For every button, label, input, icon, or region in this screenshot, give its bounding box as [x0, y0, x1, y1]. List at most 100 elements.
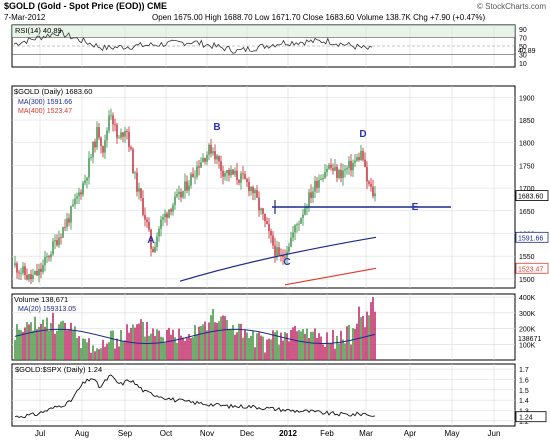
- price-bar-body: [300, 217, 302, 224]
- price-bar-body: [244, 174, 246, 179]
- volume-panel: Volume 138,671 MA(20) 159313.05 400K 300K…: [11, 293, 541, 361]
- price-bar-body: [106, 130, 108, 141]
- price-bar-body: [122, 132, 124, 137]
- price-bar-body: [18, 272, 20, 274]
- price-bar-body: [332, 168, 334, 171]
- price-bar-body: [334, 166, 336, 171]
- x-axis-label: 2012: [279, 429, 297, 438]
- price-bar-body: [284, 256, 286, 258]
- price-bar-body: [320, 178, 322, 180]
- price-bar-body: [74, 198, 76, 205]
- volume-bar: [370, 302, 372, 360]
- price-bar-body: [118, 137, 120, 139]
- volume-bar: [260, 335, 262, 360]
- price-bar-body: [372, 186, 374, 197]
- volume-bar: [340, 330, 342, 360]
- volume-bar: [338, 343, 340, 360]
- ma300-value: 1591.66: [518, 235, 543, 242]
- volume-bar: [246, 332, 248, 360]
- volume-bar: [248, 338, 250, 360]
- price-bar-body: [170, 209, 172, 212]
- chart-date: 7-Mar-2012: [4, 13, 46, 22]
- price-bar-body: [140, 188, 142, 199]
- x-axis-label: Aug: [75, 429, 89, 438]
- volume-bar: [178, 328, 180, 360]
- volume-bar: [174, 337, 176, 360]
- ratio-tick-label: 1.4: [519, 398, 529, 405]
- volume-bar: [336, 335, 338, 360]
- point-label-a: A: [147, 235, 154, 246]
- volume-bar: [356, 323, 358, 360]
- price-bar-body: [76, 196, 78, 199]
- volume-bar: [46, 317, 48, 360]
- volume-bar: [162, 337, 164, 360]
- price-bar-body: [32, 274, 34, 280]
- price-bar-body: [198, 166, 200, 168]
- price-bar-body: [212, 151, 214, 154]
- volume-bar: [70, 322, 72, 360]
- price-bar-body: [190, 173, 192, 186]
- volume-bar: [330, 343, 332, 360]
- price-bar-body: [70, 206, 72, 223]
- volume-bar: [116, 338, 118, 360]
- volume-bar: [32, 330, 34, 360]
- price-bar-body: [166, 213, 168, 218]
- price-bar-body: [54, 240, 56, 242]
- price-bar-body: [154, 246, 156, 253]
- volume-bar: [240, 323, 242, 360]
- volume-bar: [148, 335, 150, 360]
- price-bar-body: [178, 191, 180, 194]
- price-bar-body: [262, 208, 264, 214]
- x-axis-label: Mar: [359, 429, 373, 438]
- price-bar-body: [240, 173, 242, 183]
- price-frame: [11, 85, 516, 289]
- price-bar-body: [96, 127, 98, 148]
- volume-tick-label: 300K: [519, 311, 536, 318]
- volume-bar: [220, 316, 222, 360]
- ratio-panel: $GOLD:$SPX (Daily) 1.24 1.71.61.51.41.31…: [11, 363, 547, 427]
- volume-bar: [372, 297, 374, 360]
- price-bar-body: [58, 237, 60, 246]
- price-bar-body: [328, 164, 330, 169]
- price-bar-body: [270, 231, 272, 236]
- price-bar-body: [158, 228, 160, 237]
- volume-bar: [142, 321, 144, 360]
- price-bar-body: [254, 190, 256, 194]
- price-bar-body: [46, 256, 48, 258]
- volume-bar: [322, 344, 324, 360]
- volume-bar: [196, 334, 198, 360]
- price-bar-body: [296, 224, 298, 226]
- price-bar-body: [124, 131, 126, 137]
- volume-bar: [144, 336, 146, 360]
- price-bar-body: [34, 270, 36, 275]
- volume-bar: [30, 322, 32, 360]
- rsi-tick-label: 70: [519, 36, 527, 43]
- volume-bar: [200, 325, 202, 360]
- price-bar-body: [60, 237, 62, 239]
- x-axis-label: Nov: [200, 429, 214, 438]
- price-tick-label: 1500: [519, 277, 535, 284]
- price-bar-body: [310, 192, 312, 198]
- price-bar-body: [130, 147, 132, 150]
- price-tick-label: 1850: [519, 118, 535, 125]
- price-bar-body: [148, 221, 150, 230]
- volume-bar: [118, 346, 120, 360]
- volume-bar: [16, 324, 18, 360]
- price-bar-body: [366, 166, 368, 182]
- volume-legend-ma: MA(20) 159313.05: [18, 306, 76, 313]
- volume-bar: [130, 327, 132, 360]
- price-bar-body: [160, 219, 162, 229]
- ratio-last-value: 1.24: [519, 415, 533, 422]
- price-bar-body: [250, 187, 252, 192]
- volume-bar: [288, 341, 290, 360]
- volume-bar: [140, 319, 142, 360]
- price-tick-label: 1550: [519, 254, 535, 261]
- rsi-last-value: 40.89: [518, 48, 536, 55]
- volume-bar: [114, 348, 116, 360]
- price-bar-body: [228, 170, 230, 176]
- volume-bar: [326, 332, 328, 360]
- volume-bar: [184, 341, 186, 360]
- price-tick-label: 1650: [519, 209, 535, 216]
- volume-bar: [166, 329, 168, 360]
- rsi-overbought-zone: [12, 25, 515, 37]
